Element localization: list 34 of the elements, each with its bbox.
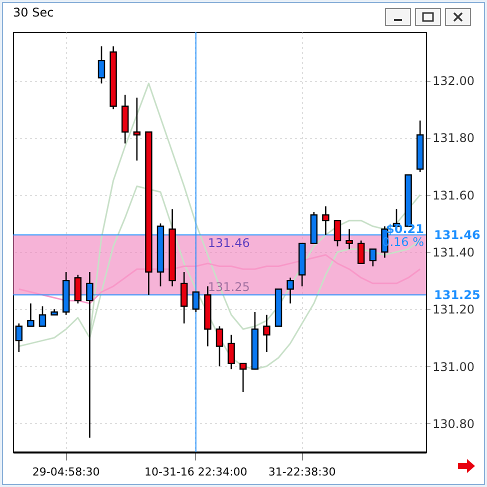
- candlestick: [180, 271, 188, 324]
- y-tick-label: 131.00: [432, 360, 474, 374]
- x-tick-label: 10-31-16 22:34:00: [144, 466, 248, 478]
- y-tick-label: 130.80: [432, 416, 474, 431]
- ref-line-label: 131.46: [434, 228, 480, 242]
- x-tick-label: 31-22:38:30: [268, 466, 336, 478]
- y-tick-label: 131.40: [432, 246, 474, 260]
- candlestick: [86, 271, 94, 438]
- candlestick: [334, 220, 342, 247]
- y-tick-label: 132.00: [432, 74, 474, 88]
- candlestick: [98, 46, 106, 84]
- y-tick-label: 131.20: [432, 302, 474, 317]
- candlestick: [192, 291, 200, 313]
- y-tick-label: 131.60: [432, 188, 474, 202]
- candlestick: [263, 314, 270, 353]
- ref-line-label: 131.25: [434, 288, 480, 302]
- band-label: 131.46: [208, 236, 250, 250]
- y-tick-label: 131.80: [432, 131, 474, 146]
- candlestick: [358, 240, 365, 264]
- candlestick: [240, 362, 247, 393]
- candlestick: [346, 228, 353, 250]
- candlestick: [216, 326, 224, 367]
- line-series: [18, 254, 421, 304]
- candlestick: [27, 302, 34, 327]
- candlestick: [322, 206, 330, 236]
- candlestick: [286, 277, 294, 304]
- candlestick: [38, 306, 46, 327]
- x-tick-label: 29-04:58:30: [32, 466, 100, 478]
- chart-title: 30 Sec: [13, 6, 54, 20]
- candlestick: [74, 274, 82, 304]
- candlestick: [369, 248, 376, 267]
- candlestick: [133, 97, 140, 162]
- annotation: 131.25: [208, 280, 250, 294]
- candlestick: [228, 334, 235, 370]
